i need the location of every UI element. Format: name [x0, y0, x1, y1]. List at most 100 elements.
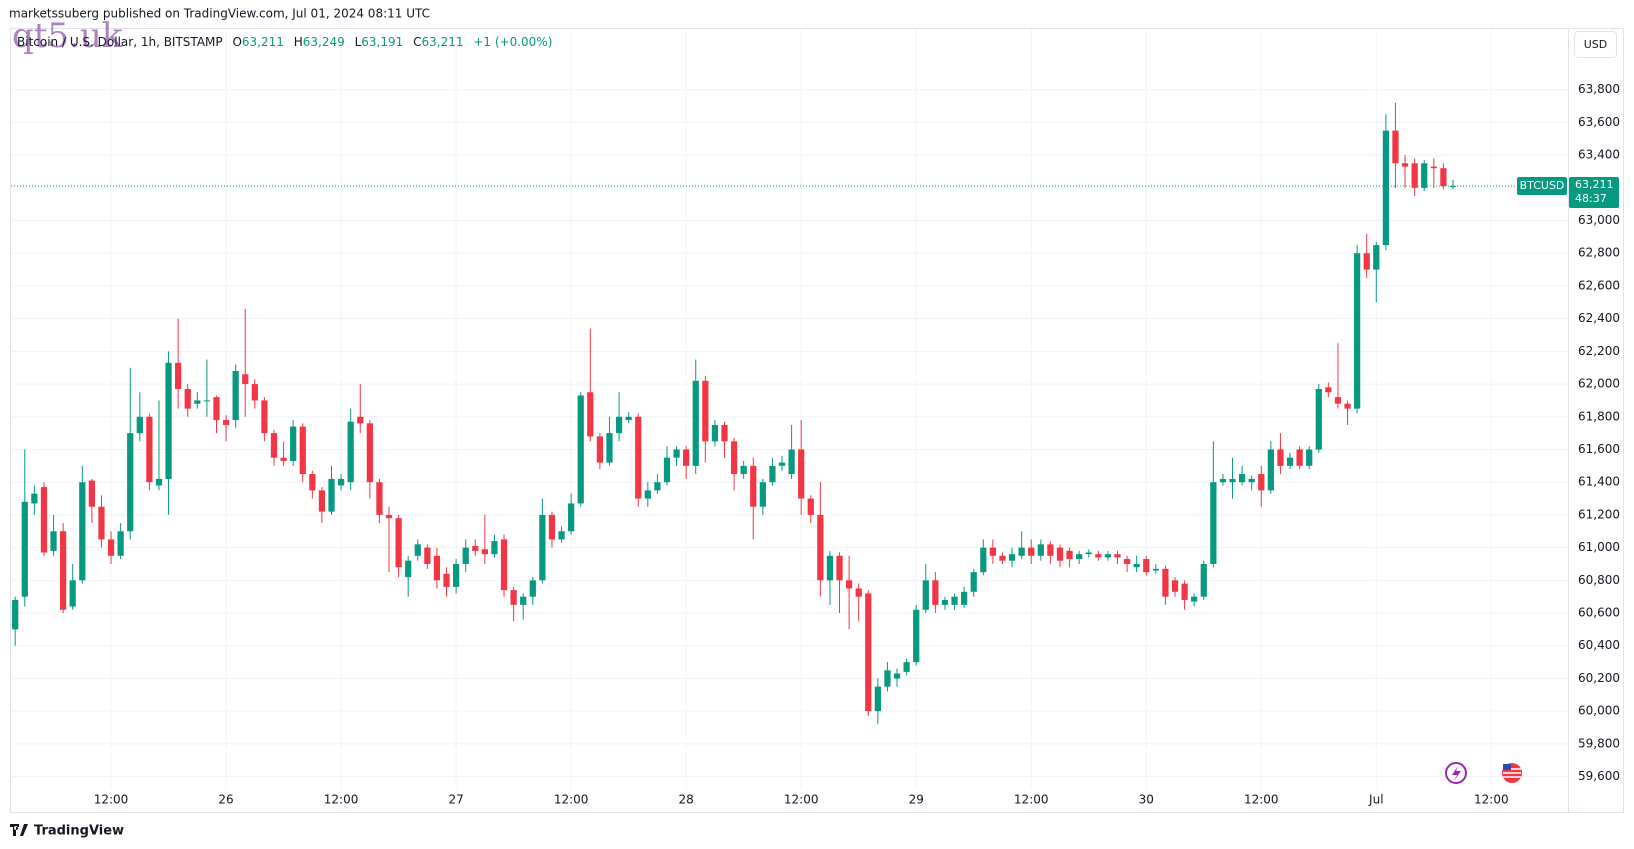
candle-body — [251, 384, 258, 401]
candle-body — [692, 380, 699, 466]
footer-logo-mark[interactable] — [10, 824, 28, 836]
candle-body — [1411, 163, 1418, 188]
candle-body — [520, 596, 527, 605]
events-icon[interactable] — [1502, 763, 1522, 783]
y-tick-label: 60,200 — [1578, 671, 1620, 685]
currency-button-box[interactable] — [1574, 31, 1617, 58]
candle-body — [529, 580, 536, 597]
candle-body — [491, 541, 498, 555]
candle-body — [194, 400, 201, 404]
y-tick-label: 60,000 — [1578, 704, 1620, 718]
candle-body — [884, 670, 891, 687]
candle-body — [893, 673, 901, 679]
candle-body — [625, 416, 632, 421]
candle-body — [443, 573, 450, 587]
candle-body — [107, 539, 115, 556]
candle-body — [970, 572, 977, 592]
candle-body — [318, 490, 326, 512]
footer-logo[interactable]: TradingView — [10, 824, 124, 839]
legend-close-label: C — [413, 35, 421, 49]
candle-body — [309, 474, 316, 491]
alert-icon[interactable] — [1445, 762, 1467, 784]
x-tick-label: 27 — [448, 793, 463, 807]
candle-body — [1421, 163, 1428, 188]
y-tick-label: 62,400 — [1578, 311, 1620, 325]
grid — [11, 29, 1568, 789]
candle-body — [462, 547, 469, 564]
candle-body — [548, 514, 556, 540]
candle-body — [1440, 168, 1447, 187]
y-tick-label: 60,800 — [1578, 573, 1620, 587]
candle-body — [1037, 544, 1044, 556]
price-tag-countdown: 48:37 — [1575, 192, 1607, 205]
candle-body — [222, 420, 230, 425]
x-tick-label: 12:00 — [1014, 793, 1049, 807]
candle-body — [750, 465, 757, 507]
candle-body — [1248, 478, 1255, 483]
candle-body — [184, 388, 191, 409]
currency-button[interactable]: USD — [1574, 31, 1617, 58]
candle-body — [1018, 547, 1025, 556]
y-tick-label: 60,600 — [1578, 606, 1620, 620]
candle-body — [702, 380, 709, 442]
candle-body — [50, 531, 57, 551]
candle-body — [759, 482, 766, 507]
candle-body — [1258, 474, 1265, 491]
candle-body — [1133, 563, 1140, 568]
candle-body — [798, 449, 805, 499]
candle-body — [1373, 245, 1380, 270]
footer-brand[interactable]: TradingView — [34, 824, 124, 839]
x-tick-label: 12:00 — [324, 793, 359, 807]
candle-body — [1286, 457, 1294, 466]
y-tick-label: 61,400 — [1578, 475, 1620, 489]
candle-body — [654, 482, 661, 491]
candle-body — [98, 506, 105, 540]
candle-body — [1162, 568, 1169, 597]
candle-body — [88, 480, 95, 507]
candle-body — [337, 478, 345, 486]
candle-body — [644, 490, 651, 499]
candle-body — [1401, 163, 1409, 167]
alert-icon-bolt[interactable] — [1452, 766, 1461, 781]
candle-body — [376, 482, 383, 515]
candle-body — [510, 590, 517, 605]
y-tick-label: 59,800 — [1578, 736, 1620, 750]
candle-body — [433, 555, 441, 581]
candle-body — [1104, 554, 1112, 558]
candle-body — [1191, 596, 1198, 602]
candle-body — [481, 549, 488, 555]
candle-body — [405, 560, 412, 578]
candle-body — [290, 426, 297, 461]
y-tick-label: 63,000 — [1578, 213, 1620, 227]
y-tick-label: 63,600 — [1578, 115, 1620, 129]
candle-body — [730, 441, 738, 475]
currency-button-label[interactable]: USD — [1584, 38, 1608, 51]
candle-body — [817, 514, 824, 581]
candle-body — [1449, 186, 1457, 188]
candle-body — [922, 580, 929, 610]
y-tick-label: 63,800 — [1578, 82, 1620, 96]
candle-body — [60, 531, 67, 610]
legend-low-label: L — [355, 35, 362, 49]
candle-body — [855, 588, 862, 597]
candle-body — [989, 547, 997, 556]
candle-body — [1123, 559, 1131, 564]
y-tick-label: 62,200 — [1578, 344, 1620, 358]
price-tag: BTCUSD 63,211 48:37 — [1517, 177, 1619, 209]
candle-body — [788, 449, 795, 475]
candle-body — [951, 596, 958, 605]
candle-body — [1171, 580, 1179, 592]
y-tick-label: 59,600 — [1578, 769, 1620, 783]
candle-body — [903, 662, 910, 672]
candle-body — [452, 563, 460, 587]
x-tick-label: 28 — [679, 793, 694, 807]
price-tag-price: 63,211 — [1575, 178, 1614, 191]
candle-body — [1277, 449, 1284, 466]
candle-body — [136, 416, 143, 434]
candle-body — [385, 514, 393, 519]
candle-body — [711, 424, 719, 442]
x-tick-label: 12:00 — [554, 793, 589, 807]
candle-body — [961, 591, 968, 605]
candle-body — [980, 547, 987, 573]
